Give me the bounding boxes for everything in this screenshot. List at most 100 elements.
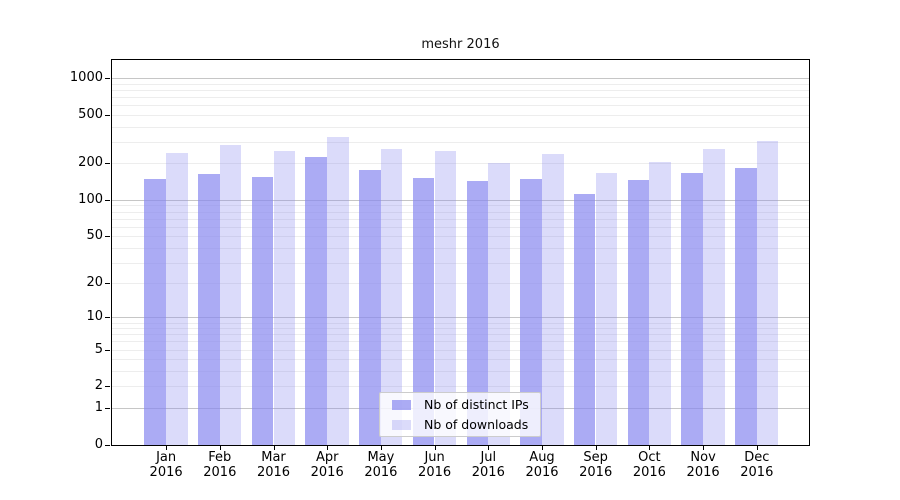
x-tick-mark <box>703 446 705 450</box>
minor-gridline <box>111 83 810 85</box>
x-tick-label-jun-2016: Jun 2016 <box>405 450 465 480</box>
y-tick-label: 50 <box>86 228 103 244</box>
x-tick-label-line: 2016 <box>740 465 774 480</box>
minor-gridline <box>111 126 810 128</box>
x-tick-label-line: Feb <box>208 450 232 465</box>
minor-gridline <box>111 218 810 220</box>
minor-gridline <box>111 322 810 324</box>
minor-gridline <box>111 247 810 249</box>
y-tick-label: 100 <box>78 191 103 207</box>
x-tick-label-may-2016: May 2016 <box>351 450 411 480</box>
legend-label-distinct-ips: Nb of distinct IPs <box>424 397 529 412</box>
legend-swatch-downloads-icon <box>392 419 411 430</box>
x-tick-label-line: 2016 <box>686 465 720 480</box>
y-tick-mark <box>105 349 110 351</box>
x-tick-label-dec-2016: Dec 2016 <box>727 450 787 480</box>
bar-downloads-oct-2016 <box>649 161 671 446</box>
legend-item-downloads: Nb of downloads <box>380 415 540 435</box>
bar-distinct-ips-apr-2016 <box>305 156 327 446</box>
x-tick-label-aug-2016: Aug 2016 <box>512 450 572 480</box>
x-tick-mark <box>488 446 490 450</box>
y-tick-label: 20 <box>86 275 103 291</box>
minor-gridline <box>111 359 810 361</box>
x-tick-mark <box>649 446 651 450</box>
minor-gridline <box>111 236 810 238</box>
bar-distinct-ips-sep-2016 <box>573 194 596 446</box>
x-tick-label-line: Jan <box>156 450 177 465</box>
minor-gridline <box>111 262 810 264</box>
y-tick-label: 0 <box>94 436 103 452</box>
bar-downloads-mar-2016 <box>273 150 295 446</box>
legend: Nb of distinct IPs Nb of downloads <box>379 392 541 437</box>
bar-distinct-ips-aug-2016 <box>520 178 542 446</box>
bar-distinct-ips-mar-2016 <box>251 176 274 446</box>
x-tick-label-apr-2016: Apr 2016 <box>297 450 357 480</box>
x-tick-label-line: Aug <box>529 450 555 465</box>
y-tick-label: 5 <box>94 341 103 357</box>
x-tick-label-line: 2016 <box>632 465 666 480</box>
y-tick-mark <box>105 236 110 238</box>
minor-gridline <box>111 115 810 116</box>
minor-gridline <box>111 211 810 213</box>
bar-distinct-ips-nov-2016 <box>681 172 703 446</box>
minor-gridline <box>111 142 810 143</box>
x-tick-label-line: 2016 <box>418 465 452 480</box>
bar-downloads-jul-2016 <box>488 162 510 446</box>
x-tick-label-line: 2016 <box>364 465 398 480</box>
x-tick-mark <box>166 446 168 450</box>
x-tick-label-jan-2016: Jan 2016 <box>136 450 196 480</box>
y-tick-label: 2 <box>94 378 103 394</box>
x-tick-label-jul-2016: Jul 2016 <box>458 450 518 480</box>
x-tick-mark <box>756 446 758 450</box>
x-tick-label-line: Sep <box>583 450 608 465</box>
y-tick-mark <box>105 386 110 388</box>
x-tick-label-mar-2016: Mar 2016 <box>244 450 304 480</box>
bar-distinct-ips-dec-2016 <box>735 167 757 446</box>
x-tick-label-nov-2016: Nov 2016 <box>673 450 733 480</box>
x-tick-label-line: Mar <box>261 450 286 465</box>
x-tick-label-sep-2016: Sep 2016 <box>566 450 626 480</box>
bar-downloads-apr-2016 <box>327 137 349 446</box>
bar-distinct-ips-jun-2016 <box>412 177 435 446</box>
bar-downloads-dec-2016 <box>756 141 779 446</box>
x-tick-mark <box>273 446 275 450</box>
bar-downloads-nov-2016 <box>703 148 725 446</box>
major-gridline <box>111 317 810 319</box>
bar-distinct-ips-jan-2016 <box>144 178 166 446</box>
y-tick-mark <box>105 444 110 446</box>
x-tick-label-line: 2016 <box>203 465 237 480</box>
x-tick-label-line: 2016 <box>471 465 505 480</box>
plot-area: Nb of distinct IPs Nb of downloads <box>111 59 810 446</box>
major-gridline <box>111 199 810 201</box>
x-tick-label-line: 2016 <box>149 465 183 480</box>
x-tick-label-line: Jun <box>424 450 445 465</box>
x-tick-mark <box>595 446 597 450</box>
bar-distinct-ips-jul-2016 <box>466 181 488 446</box>
bar-downloads-jun-2016 <box>434 151 457 446</box>
x-tick-label-line: Dec <box>744 450 770 465</box>
legend-swatch-distinct-ips-icon <box>392 399 411 410</box>
y-tick-label: 10 <box>86 309 103 325</box>
bar-distinct-ips-feb-2016 <box>198 174 220 446</box>
minor-gridline <box>111 90 810 92</box>
x-tick-label-line: Jul <box>480 450 497 465</box>
y-tick-mark <box>105 163 110 165</box>
y-tick-mark <box>105 407 110 409</box>
y-tick-mark <box>105 199 110 201</box>
x-tick-mark <box>219 446 221 450</box>
x-tick-label-line: Oct <box>638 450 661 465</box>
x-tick-label-line: 2016 <box>579 465 613 480</box>
x-tick-label-line: 2016 <box>256 465 291 480</box>
minor-gridline <box>111 341 810 343</box>
x-tick-mark <box>542 446 543 450</box>
x-tick-label-line: Nov <box>690 450 716 465</box>
y-tick-label: 500 <box>78 107 103 122</box>
y-tick-label: 200 <box>78 155 103 171</box>
x-tick-mark <box>327 446 329 450</box>
legend-item-distinct-ips: Nb of distinct IPs <box>380 395 540 415</box>
bar-downloads-may-2016 <box>380 149 403 446</box>
bar-downloads-jan-2016 <box>166 153 188 446</box>
minor-gridline <box>111 105 810 107</box>
minor-gridline <box>111 163 810 165</box>
